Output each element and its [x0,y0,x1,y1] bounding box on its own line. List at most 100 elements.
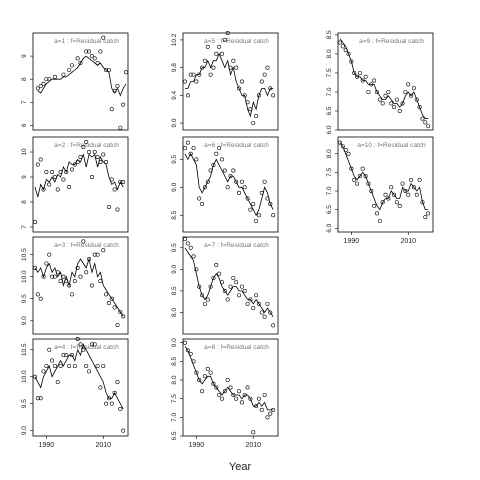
panel-a4-ytick-label: 10.5 [21,343,28,356]
panel-a3-ytick-label: 10.0 [21,270,28,283]
panel-a10-point [366,181,371,186]
panel-a6-point [191,146,196,151]
panel-a7-point [214,263,219,268]
panel-a9-point [420,116,425,121]
panel-a2-point [64,170,69,175]
panel-a4-point [106,396,111,401]
panel-a1-point [112,88,117,93]
panel-a8-point [217,392,222,397]
panel-a2-point [50,170,55,175]
panel-a2-point [115,207,120,212]
panel-a5-point [191,72,196,77]
panel-a9-point [389,101,394,106]
panel-a4-ytick-label: 9.5 [21,399,28,408]
panel-a4-point [101,363,106,368]
panel-a9-point [383,93,388,98]
panel-a5-point [239,79,244,84]
panel-a10-point [357,174,362,179]
panel-a6-point [242,185,247,190]
panel-a7-point [242,288,247,293]
panel-a9-point [349,59,354,64]
panel-a10-point [423,215,428,220]
panel-a8-point [225,378,230,383]
panel-a8-point [208,370,213,375]
panel-a10-point [349,166,354,171]
panel-a2-point [101,152,106,157]
panel-a5-point [237,86,242,91]
panel-a4-point [32,374,37,379]
panel-a3-point [115,323,120,328]
panel-a5-point [208,72,213,77]
panel-a9-point [414,97,419,102]
panel-a9-ytick-label: 8.5 [326,30,333,39]
panel-a6-point [214,151,219,156]
panel-a5-ytick-label: 9.8 [171,63,178,72]
panel-a1-ytick-label: 8 [21,77,28,81]
panel-a4-point [121,428,126,433]
panel-a4-point [69,353,74,358]
panel-a3-point [104,292,109,297]
panel-a8-point [191,359,196,364]
panel-a8-point [245,385,250,390]
panel-a9-point [406,82,411,87]
x-axis-label: Year [229,461,252,473]
panel-a9-point [346,51,351,56]
panel-a1-point [38,84,43,89]
panel-a2-point [112,187,117,192]
panel-a5-point [271,93,276,98]
panel-a1-point [124,70,129,75]
panel-a3-point [64,279,69,284]
panel-a5-point [194,79,199,84]
panel-a10-frame [337,136,434,233]
panel-a1-point [109,107,114,112]
panel-a3-point [95,252,100,257]
panel-a1-point [47,77,52,82]
panel-a5-ytick-label: 9.4 [171,90,178,99]
panel-a6-point [256,213,261,218]
panel-a3-point [72,279,77,284]
panel-a8-xtick-label: 2010 [245,442,261,449]
panel-a10-xtick-label: 1990 [344,238,360,245]
panel-a6-point [211,162,216,167]
panel-a8-point [234,396,239,401]
panel-a7-point [202,301,207,306]
panel-a1-point [121,102,126,107]
panel-a5-point [256,93,261,98]
panel-a3-point [87,257,92,262]
panel-a2-point [32,220,37,225]
panel-a3-title: a=3 : f=Residual catch [54,242,119,249]
panel-a2-point [87,150,92,155]
panel-a10-point [400,181,405,186]
panel-a4-frame [32,338,129,437]
panel-a6-point [197,196,202,201]
panel-a4-point [47,347,52,352]
panel-a8-point [197,378,202,383]
panel-a7-point [245,301,250,306]
panel-a2-ytick-label: 7 [21,225,28,229]
panel-a9-point [380,101,385,106]
panel-a5-title: a=5 : f=Residual catch [204,38,269,45]
panel-a3-point [41,274,46,279]
panel-a1-point [44,77,49,82]
panel-a2-point [104,160,109,165]
panel-a3-point [75,265,80,270]
panel-a9-point [337,40,342,45]
panel-a4-point [67,363,72,368]
panel-a3-point [50,274,55,279]
panel-a9-point [411,86,416,91]
panel-a1-point [98,49,103,54]
panel-a6-point [225,185,230,190]
panel-a3-point [89,283,94,288]
panel-a9-point [369,82,374,87]
panel-a4-point [50,358,55,363]
panel-a10-point [394,200,399,205]
panel-a2-point [118,180,123,185]
panel-a9-point [372,78,377,83]
panel-a4: 9.0 9.5 10.0 10.5 1990 2010 a=4 : f=Residual c… [21,336,129,449]
panel-a6-point [194,157,199,162]
panel-a7-fit-line [184,247,274,318]
panel-a1-point [118,125,123,130]
panel-a2-point [69,167,74,172]
panel-a3-point [61,274,66,279]
panel-a10-point [346,151,351,156]
